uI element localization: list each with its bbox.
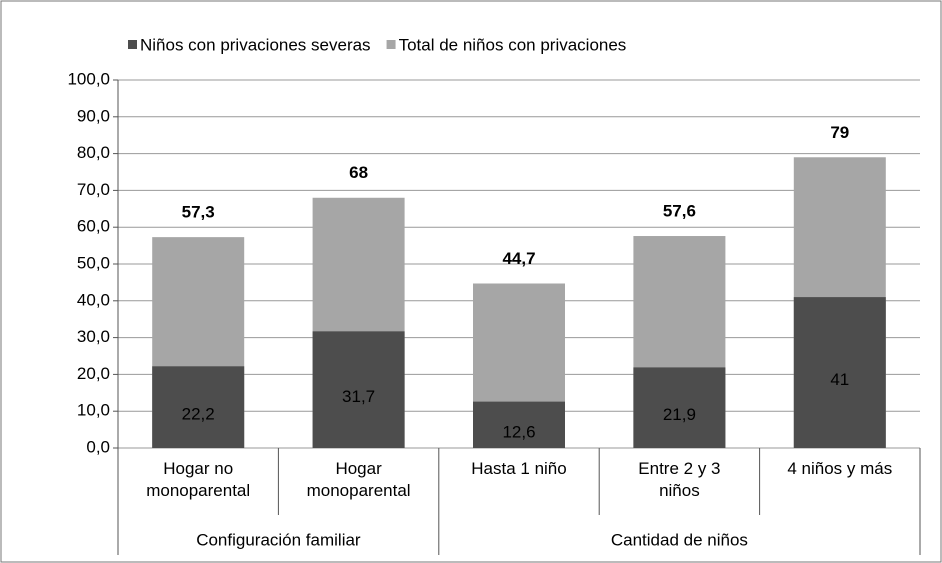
value-label: 57,3 bbox=[182, 203, 215, 222]
x-tick-label: Hasta 1 niño bbox=[471, 459, 567, 478]
value-label: 57,6 bbox=[663, 202, 696, 221]
value-label: 41 bbox=[830, 370, 849, 389]
bar bbox=[473, 401, 565, 448]
value-label: 12,6 bbox=[502, 422, 535, 441]
x-tick-label: Hogar no monoparental bbox=[146, 459, 251, 500]
group-label: Cantidad de niños bbox=[611, 530, 748, 549]
value-label: 79 bbox=[830, 123, 849, 142]
legend-swatch bbox=[386, 40, 396, 49]
legend-label: Niños con privaciones severas bbox=[140, 35, 371, 54]
legend-label: Total de niños con privaciones bbox=[399, 35, 627, 54]
value-label: 31,7 bbox=[342, 387, 375, 406]
y-tick-label: 60,0 bbox=[77, 217, 110, 236]
bar bbox=[793, 297, 886, 448]
y-tick-label: 30,0 bbox=[77, 327, 110, 346]
y-tick-label: 70,0 bbox=[77, 180, 110, 199]
bar bbox=[152, 366, 245, 448]
legend-swatch bbox=[128, 40, 137, 49]
y-tick-label: 80,0 bbox=[77, 143, 110, 162]
x-tick-label: Entre 2 y 3 niños bbox=[638, 459, 721, 500]
y-tick-label: 40,0 bbox=[77, 290, 110, 309]
value-label: 68 bbox=[349, 163, 368, 182]
value-label: 21,9 bbox=[663, 405, 696, 424]
y-tick-label: 90,0 bbox=[77, 106, 110, 125]
y-tick-label: 10,0 bbox=[77, 401, 110, 420]
bar bbox=[633, 367, 726, 448]
y-tick-label: 50,0 bbox=[77, 253, 110, 272]
group-label: Configuración familiar bbox=[196, 530, 361, 549]
y-tick-label: 100,0 bbox=[67, 69, 110, 88]
x-tick-label: 4 niños y más bbox=[787, 459, 893, 478]
bar bbox=[312, 331, 405, 448]
value-label: 44,7 bbox=[502, 249, 535, 268]
value-label: 22,2 bbox=[182, 405, 215, 424]
y-tick-label: 20,0 bbox=[77, 364, 110, 383]
y-tick-label: 0,0 bbox=[86, 437, 110, 456]
x-tick-label: Hogar monoparental bbox=[306, 459, 411, 500]
